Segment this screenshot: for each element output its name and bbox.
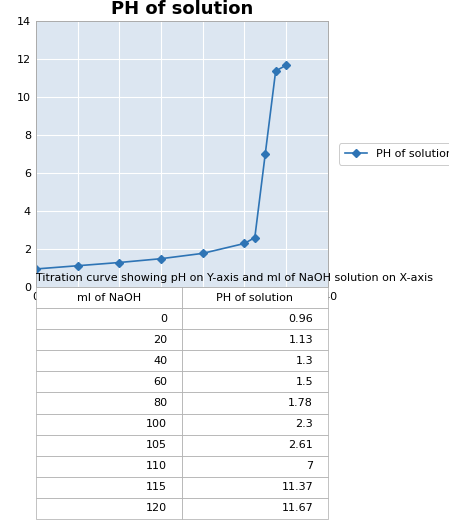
PH of solution [33, 266, 39, 272]
PH of solution [273, 68, 278, 74]
Legend: PH of solution: PH of solution [339, 144, 449, 165]
PH of solution [242, 241, 247, 247]
PH of solution [75, 263, 80, 269]
PH of solution [252, 234, 257, 241]
PH of solution [117, 259, 122, 266]
Line: PH of solution: PH of solution [33, 62, 289, 272]
PH of solution [283, 62, 289, 69]
PH of solution [158, 256, 164, 262]
PH of solution [263, 151, 268, 157]
Text: Titration curve showing pH on Y-axis and ml of NaOH solution on X-axis: Titration curve showing pH on Y-axis and… [36, 272, 433, 282]
PH of solution [200, 250, 205, 257]
Title: PH of solution: PH of solution [111, 0, 253, 18]
